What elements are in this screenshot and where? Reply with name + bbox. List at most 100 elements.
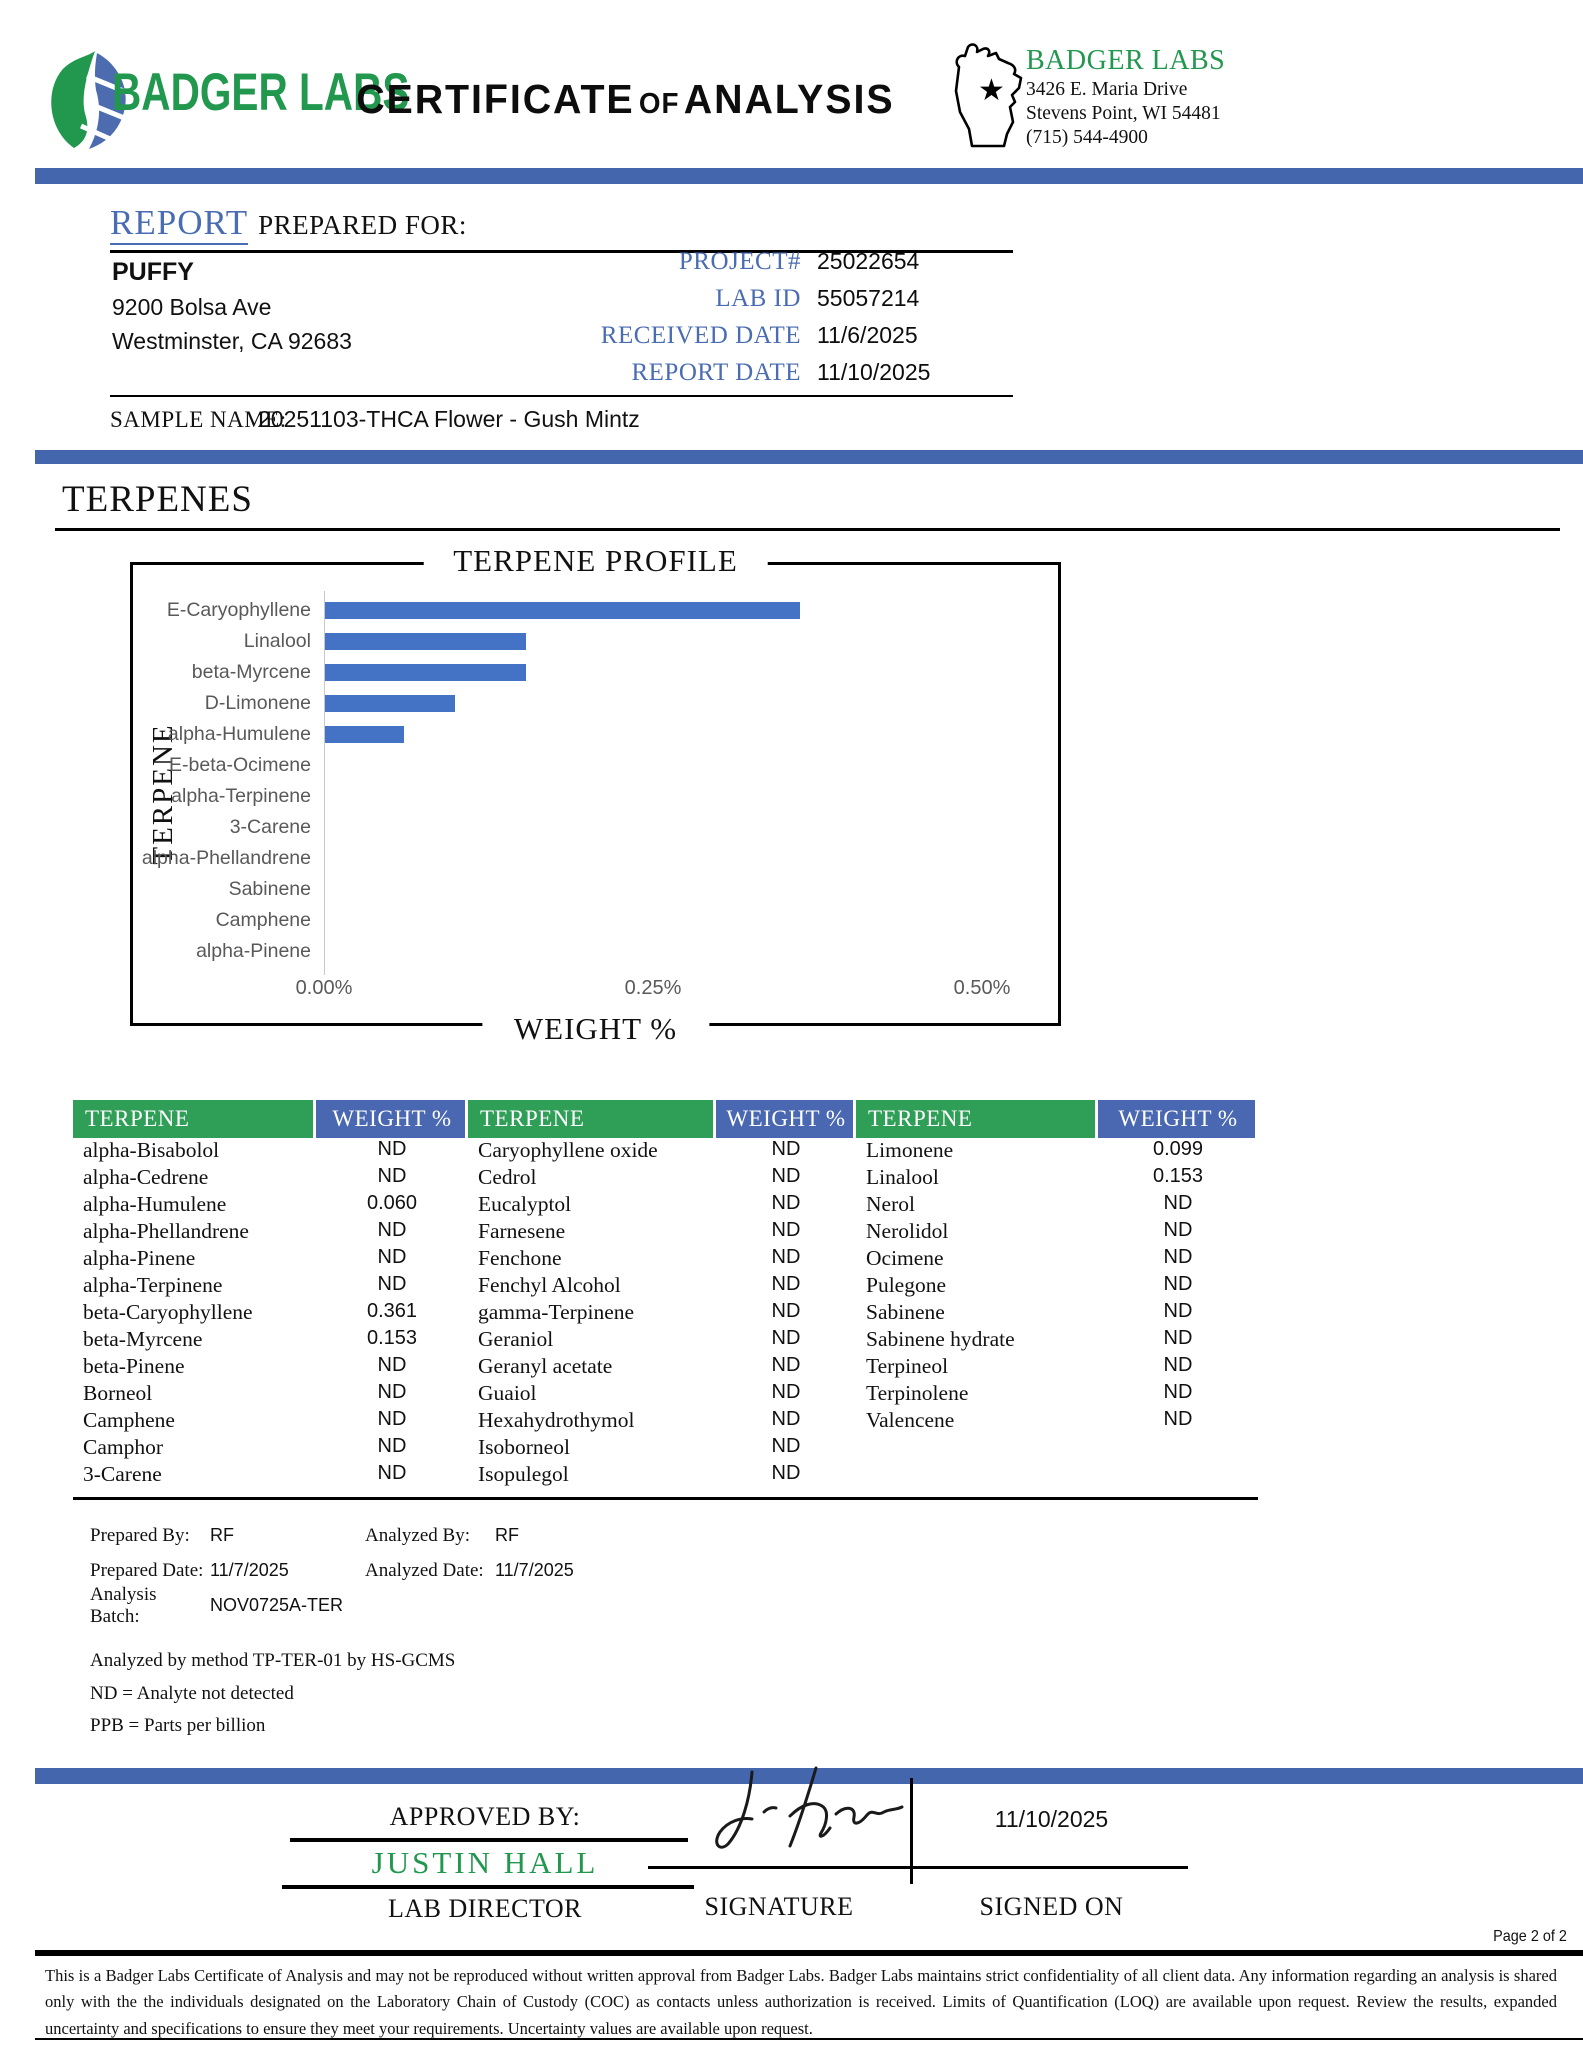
weight-value-cell: 0.361 — [366, 1300, 418, 1322]
field-value: 25022654 — [817, 248, 920, 274]
lab-phone: (715) 544-4900 — [1026, 126, 1148, 148]
chart-category-label: Linalool — [243, 630, 311, 652]
terpene-name-cell: Borneol — [83, 1381, 153, 1405]
analyzed-by-value: RF — [495, 1525, 519, 1545]
chart-category-label: E-beta-Ocimene — [169, 754, 311, 776]
chart-row: alpha-Humulene — [133, 719, 1058, 750]
terpene-name-cell: 3-Carene — [83, 1462, 162, 1486]
table-row: Camphene ND Hexahydrothymol ND Valencene ND — [73, 1408, 1258, 1435]
chart-bar — [325, 726, 404, 743]
chart-row: beta-Myrcene — [133, 657, 1058, 688]
weight-value-cell: ND — [377, 1354, 407, 1376]
chart-row: Sabinene — [133, 874, 1058, 905]
table-header-terpene: TERPENE — [856, 1100, 1098, 1138]
document-title-part1: CERTIFICATE — [356, 76, 635, 122]
chart-bar-track — [324, 843, 1058, 874]
table-row: alpha-Terpinene ND Fenchyl Alcohol ND Pulego… — [73, 1273, 1258, 1300]
chart-category-label: alpha-Terpinene — [171, 785, 311, 807]
report-heading-word: REPORT — [110, 203, 249, 245]
sample-rule — [110, 395, 1013, 397]
weight-value-cell: ND — [771, 1300, 801, 1322]
terpene-profile-chart: TERPENE PROFILE TERPENE WEIGHT % E-Caryo… — [130, 543, 1061, 1047]
signature-rule — [648, 1866, 1188, 1869]
terpene-name-cell: alpha-Pinene — [83, 1246, 196, 1270]
field-value: 11/10/2025 — [817, 359, 931, 385]
chart-title: TERPENE PROFILE — [423, 543, 768, 579]
divider-bar-section — [35, 450, 1583, 464]
chart-x-ticks: 0.00% 0.25% 0.50% — [133, 977, 1058, 1003]
report-fields: PROJECT# 25022654 LAB ID 55057214 RECEIVED D… — [540, 243, 1012, 391]
section-title-rule — [55, 528, 1560, 531]
report-field-row: RECEIVED DATE 11/6/2025 — [540, 317, 1012, 354]
method-note: Analyzed by method TP-TER-01 by HS-GCMS — [90, 1650, 456, 1671]
terpene-name-cell: alpha-Terpinene — [83, 1273, 223, 1297]
chart-bar-track — [324, 936, 1058, 967]
sample-name-value: 20251103-THCA Flower - Gush Mintz — [258, 406, 640, 432]
weight-value-cell: 0.060 — [366, 1192, 418, 1214]
footer-disclaimer: This is a Badger Labs Certificate of Ana… — [45, 1966, 1557, 2038]
analyzed-date-label: Analyzed Date: — [365, 1559, 484, 1581]
terpene-name-cell: Caryophyllene oxide — [478, 1138, 658, 1162]
weight-value-cell: ND — [377, 1219, 407, 1241]
report-field-row: REPORT DATE 11/10/2025 — [540, 354, 1012, 391]
chart-bar-track — [324, 905, 1058, 936]
page-number: Page 2 of 2 — [1493, 1928, 1567, 1945]
weight-value-cell: ND — [771, 1246, 801, 1268]
footer-bottom-rule — [35, 2038, 1583, 2040]
weight-value-cell: ND — [771, 1408, 801, 1430]
table-body: alpha-Bisabolol ND Caryophyllene oxide ND Li… — [73, 1138, 1258, 1489]
analyzed-by-label: Analyzed By: — [365, 1524, 471, 1546]
chart-axis-line — [324, 591, 325, 975]
client-address2: Westminster, CA 92683 — [112, 328, 352, 354]
table-row: 3-Carene ND Isopulegol ND — [73, 1462, 1258, 1489]
table-header-terpene: TERPENE — [73, 1100, 316, 1138]
prepared-date-label: Prepared Date: — [90, 1559, 204, 1581]
chart-row: alpha-Pinene — [133, 936, 1058, 967]
chart-category-label: beta-Myrcene — [191, 661, 311, 683]
analysis-batch-label: Analysis Batch: — [90, 1583, 157, 1627]
chart-category-label: alpha-Phellandrene — [141, 847, 311, 869]
table-header-row: TERPENE WEIGHT % TERPENE WEIGHT % TERPENE WEI… — [73, 1100, 1258, 1138]
weight-value-cell: ND — [771, 1192, 801, 1214]
chart-row: E-Caryophyllene — [133, 595, 1058, 626]
sample-name-label: SAMPLE NAME: — [110, 407, 287, 432]
chart-category-label: Sabinene — [228, 878, 311, 900]
prepared-by-label: Prepared By: — [90, 1524, 190, 1546]
ppb-note: PPB = Parts per billion — [90, 1715, 266, 1737]
terpene-name-cell: alpha-Cedrene — [83, 1165, 209, 1189]
weight-value-cell: ND — [377, 1246, 407, 1268]
weight-value-cell: ND — [1163, 1408, 1193, 1430]
field-label: RECEIVED DATE — [600, 321, 801, 349]
lab-address-block: BADGER LABS 3426 E. Maria Drive Stevens … — [1026, 44, 1225, 150]
table-row: alpha-Phellandrene ND Farnesene ND Nerolidol… — [73, 1219, 1258, 1246]
prepared-date-value: 11/7/2025 — [210, 1560, 289, 1580]
lab-address-line1: 3426 E. Maria Drive — [1026, 79, 1188, 101]
terpene-name-cell: Geraniol — [478, 1327, 554, 1351]
meta-row-batch: Analysis Batch: NOV0725A-TER — [90, 1584, 574, 1627]
chart-row: Linalool — [133, 626, 1058, 657]
chart-row: E-beta-Ocimene — [133, 750, 1058, 781]
terpene-name-cell: Valencene — [866, 1408, 955, 1432]
chart-bar — [325, 602, 801, 619]
terpene-name-cell: beta-Myrcene — [83, 1327, 203, 1351]
chart-category-label: 3-Carene — [229, 816, 311, 838]
weight-value-cell: 0.153 — [1152, 1165, 1204, 1187]
terpene-name-cell: Cedrol — [478, 1165, 537, 1189]
chart-row: Camphene — [133, 905, 1058, 936]
table-row: alpha-Humulene 0.060 Eucalyptol ND Nerol ND — [73, 1192, 1258, 1219]
terpene-name-cell: Ocimene — [866, 1246, 944, 1270]
terpene-results-table: TERPENE WEIGHT % TERPENE WEIGHT % TERPENE WEI… — [73, 1100, 1258, 1489]
terpene-name-cell: Hexahydrothymol — [478, 1408, 635, 1432]
table-header-weight: WEIGHT % — [316, 1100, 468, 1138]
weight-value-cell: ND — [1163, 1246, 1193, 1268]
signature-label: SIGNATURE — [704, 1892, 854, 1921]
approver-name: JUSTIN HALL — [371, 1845, 599, 1880]
wisconsin-map-icon: ★ — [954, 43, 1023, 148]
chart-x-axis-title: WEIGHT % — [481, 1011, 710, 1047]
weight-value-cell — [1098, 1435, 1258, 1462]
footer-thick-rule — [35, 1950, 1583, 1956]
signed-date: 11/10/2025 — [994, 1806, 1109, 1832]
weight-value-cell: ND — [377, 1462, 407, 1484]
chart-row: alpha-Phellandrene — [133, 843, 1058, 874]
field-label: LAB ID — [715, 284, 801, 312]
